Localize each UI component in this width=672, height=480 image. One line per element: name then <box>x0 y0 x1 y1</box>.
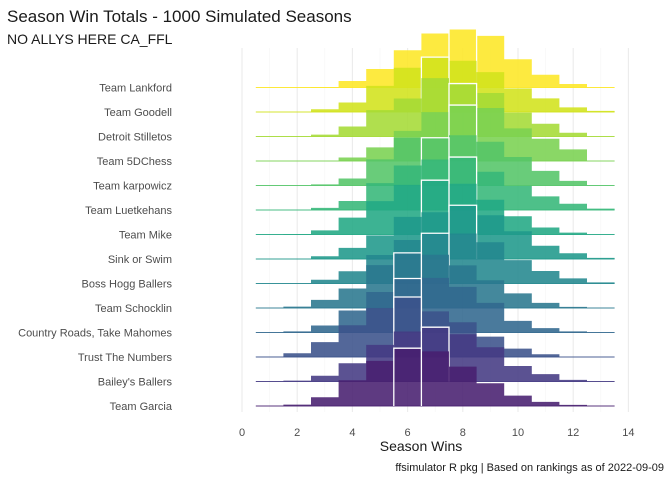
y-axis-label: Trust The Numbers <box>78 352 173 364</box>
y-axis-label: Team Luetkehans <box>85 205 172 217</box>
x-axis-ticks: 0 2 4 6 8 10 12 14 <box>239 427 635 439</box>
x-axis-title: Season Wins <box>380 438 462 454</box>
y-axis-label: Team Schocklin <box>95 303 172 315</box>
x-tick-label: 10 <box>512 427 524 439</box>
chart-caption: ffsimulator R pkg | Based on rankings as… <box>395 462 664 474</box>
median-bin-outline <box>448 104 478 161</box>
ridges <box>255 28 615 407</box>
y-axis-labels: Team Lankford Team Goodell Detroit Stillet… <box>18 83 173 414</box>
chart-title: Season Win Totals - 1000 Simulated Seaso… <box>7 7 352 26</box>
y-axis-label: Boss Hogg Ballers <box>82 279 173 291</box>
ridge-histogram <box>255 105 615 161</box>
x-tick-label: 12 <box>567 427 579 439</box>
y-axis-label: Country Roads, Take Mahomes <box>18 328 172 340</box>
y-axis-label: Team Lankford <box>99 83 172 95</box>
y-axis-label: Team Goodell <box>104 107 172 119</box>
median-bin-outline <box>448 204 478 259</box>
x-tick-label: 8 <box>460 427 466 439</box>
ridge-histogram <box>255 205 615 259</box>
x-tick-label: 14 <box>622 427 634 439</box>
y-axis-label: Bailey's Ballers <box>98 377 173 389</box>
ridge-histogram <box>255 348 615 406</box>
median-bin-outline <box>393 347 423 406</box>
x-tick-label: 4 <box>349 427 355 439</box>
ridge-histogram <box>255 78 615 137</box>
y-axis-label: Team Garcia <box>110 401 173 413</box>
y-axis-label: Team Mike <box>119 230 172 242</box>
ridge-histogram <box>255 180 615 235</box>
x-tick-label: 6 <box>405 427 411 439</box>
y-axis-label: Team karpowicz <box>93 181 172 193</box>
y-axis-label: Detroit Stilletos <box>98 132 172 144</box>
ridge-histogram <box>255 277 615 333</box>
chart-subtitle: NO ALLYS HERE CA_FFL <box>7 31 173 47</box>
x-tick-label: 0 <box>239 427 245 439</box>
y-axis-label: Sink or Swim <box>108 254 172 266</box>
ridge-team-garcia <box>255 347 615 407</box>
x-tick-label: 2 <box>294 427 300 439</box>
y-axis-label: Team 5DChess <box>97 156 173 168</box>
